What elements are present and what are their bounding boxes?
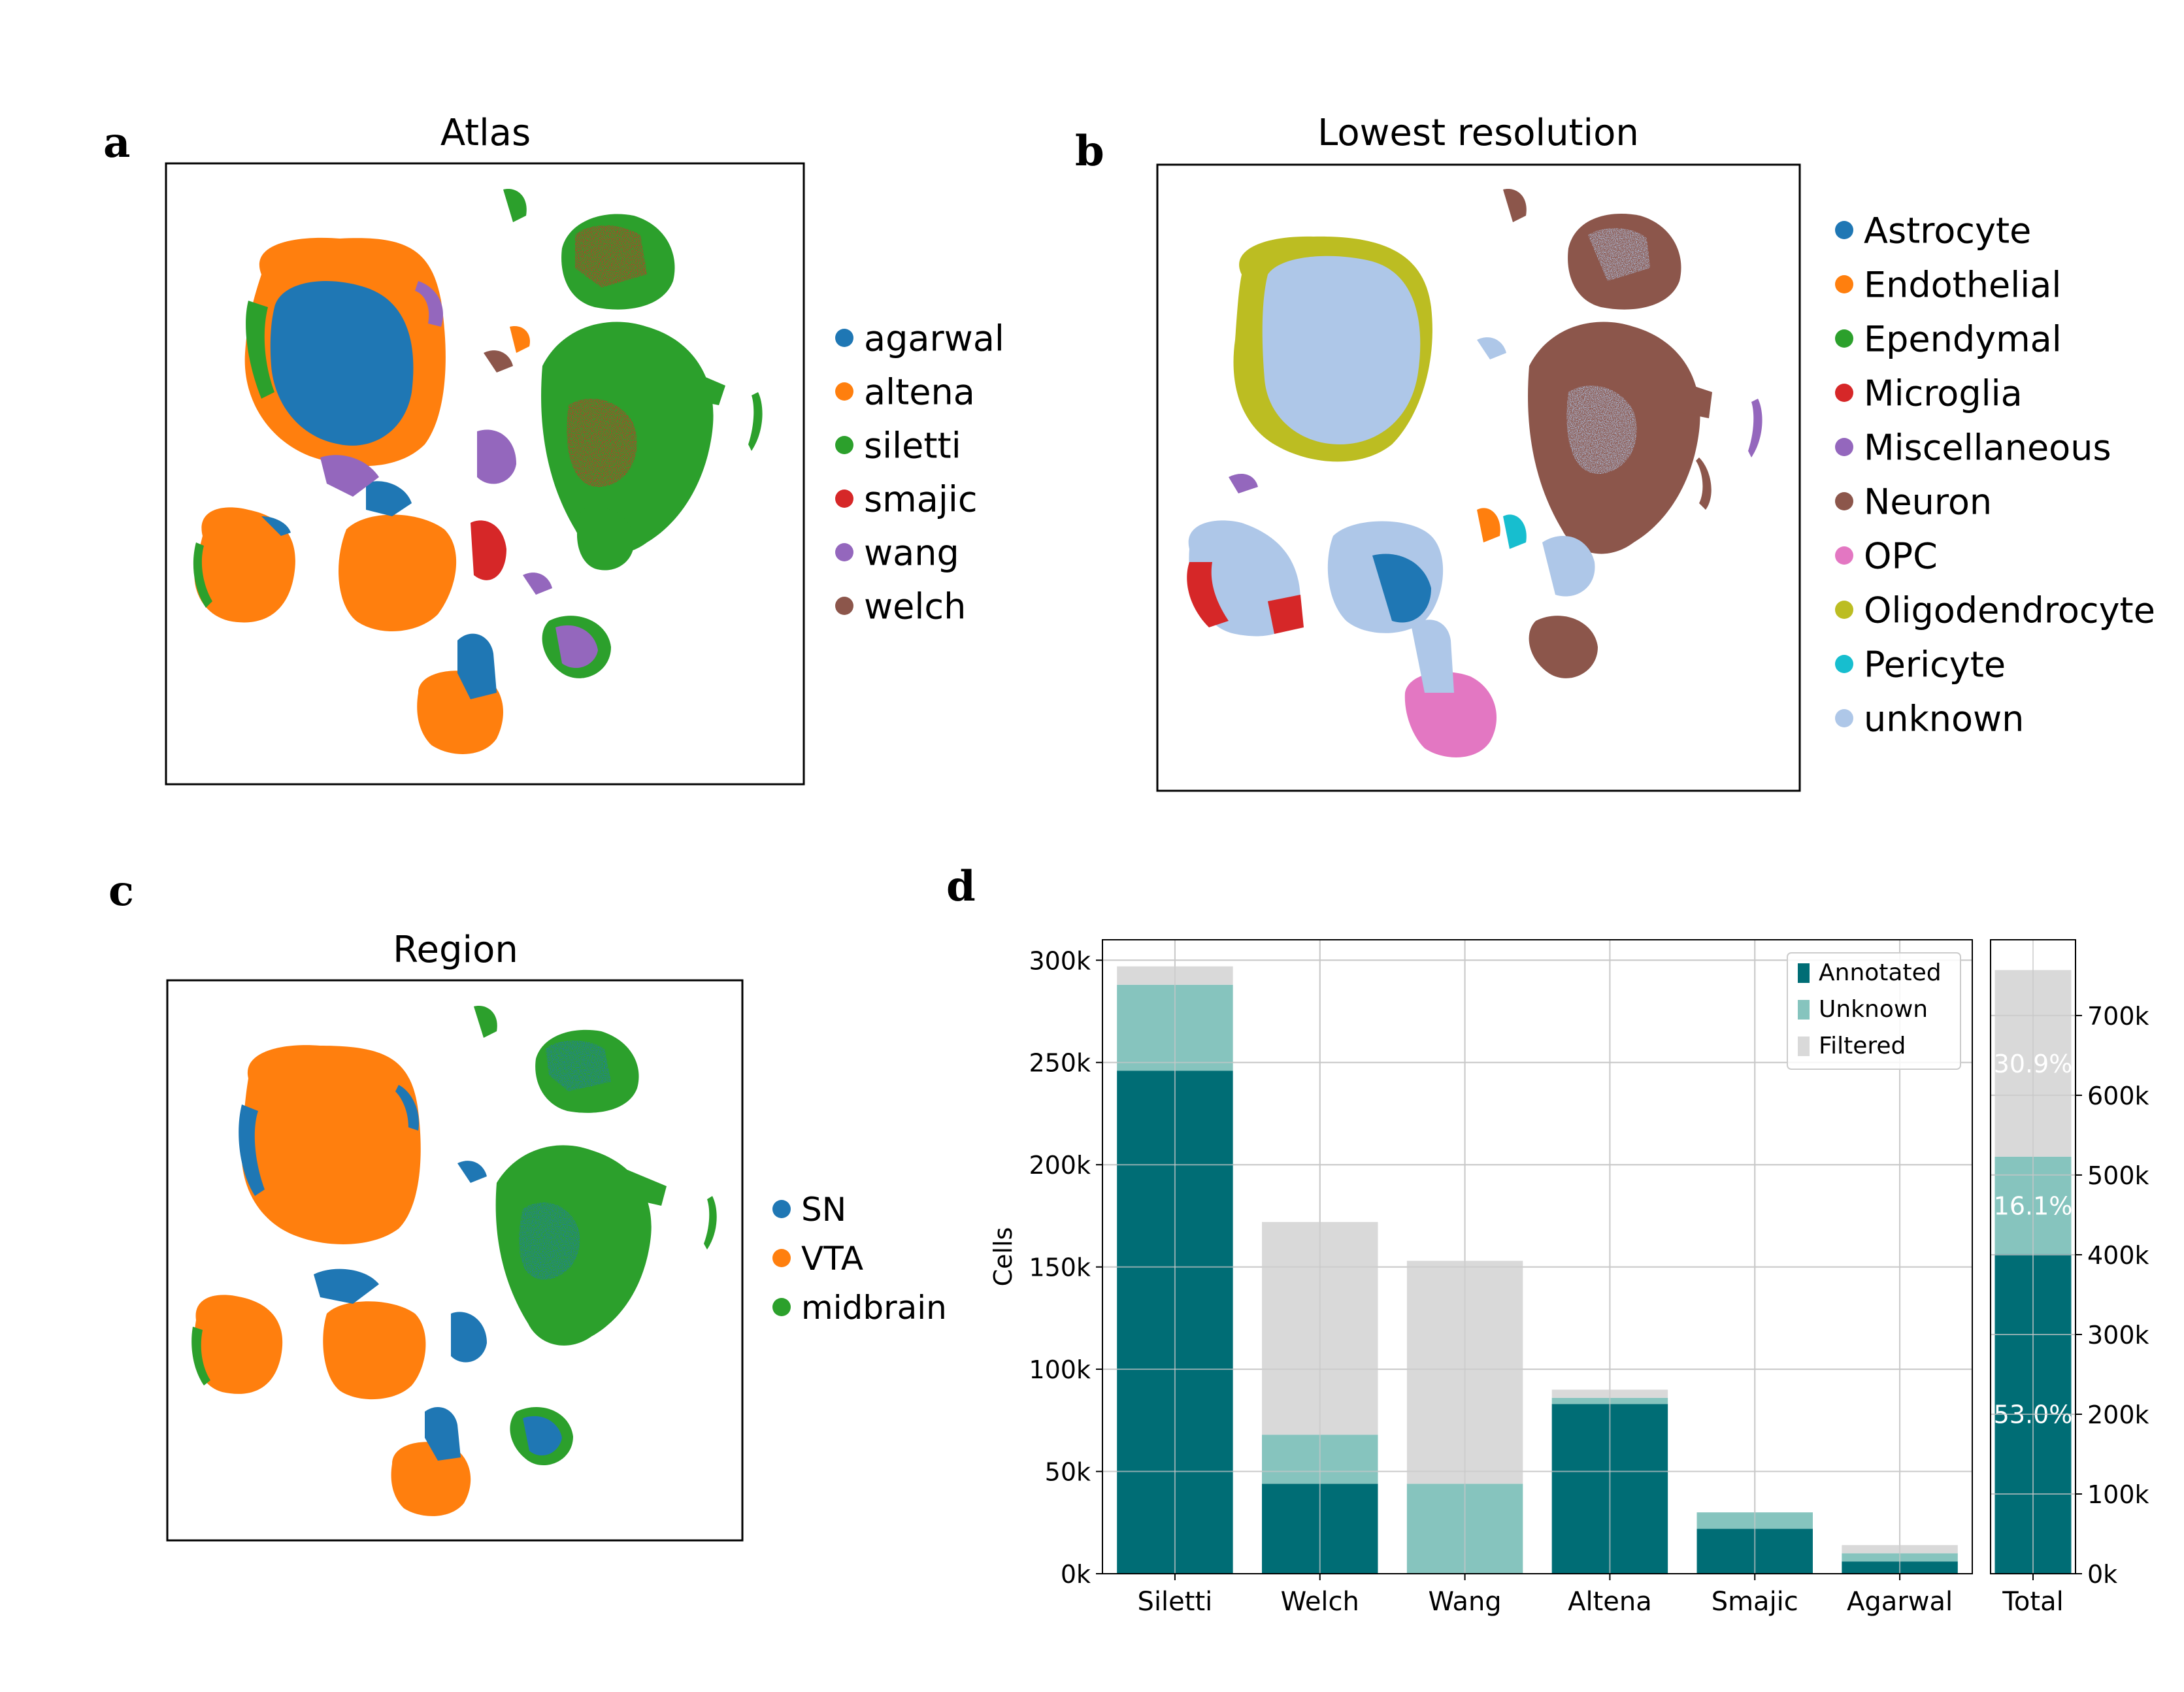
- legend-label: welch: [864, 586, 966, 627]
- legend-box: [1787, 952, 1961, 1070]
- ytick-label: 200k: [1029, 1151, 1091, 1180]
- legend-marker: [1835, 438, 1853, 456]
- legend-label: wang: [864, 532, 959, 573]
- legend-label: Annotated: [1819, 959, 1942, 986]
- legend-label: Miscellaneous: [1864, 427, 2111, 468]
- plot-frame: [1102, 939, 1973, 1574]
- panel-c-umap: [191, 1006, 717, 1516]
- legend-marker: [1835, 275, 1853, 293]
- ytick-label: 300k: [1029, 946, 1091, 975]
- panel-b-title: Lowest resolution: [1317, 112, 1639, 154]
- legend-marker: [1835, 384, 1853, 402]
- panel-d-letter: d: [946, 862, 976, 911]
- legend-marker: [835, 329, 853, 347]
- xtick-label: Smajic: [1712, 1587, 1798, 1617]
- legend-label: Unknown: [1819, 996, 1928, 1023]
- panel-b-letter: b: [1075, 127, 1104, 176]
- xtick-label: Altena: [1568, 1587, 1652, 1617]
- legend-marker: [1835, 329, 1853, 348]
- legend-label: Neuron: [1864, 481, 1992, 522]
- legend-marker: [772, 1200, 791, 1218]
- legend-label: smajic: [864, 478, 978, 520]
- ytick-label: 300k: [2087, 1321, 2149, 1350]
- panel-c-legend: SN VTA midbrain: [772, 1191, 947, 1327]
- legend-marker: [1835, 601, 1853, 619]
- legend-marker: [835, 489, 853, 508]
- ytick-label: 400k: [2087, 1241, 2149, 1270]
- panel-a-umap: [193, 189, 763, 754]
- ytick-label: 700k: [2087, 1002, 2149, 1031]
- legend-marker: [835, 382, 853, 401]
- legend-label: SN: [801, 1191, 846, 1229]
- ytick-label: 0k: [2087, 1560, 2117, 1589]
- ytick-label: 500k: [2087, 1161, 2149, 1190]
- legend-label: agarwal: [864, 318, 1004, 359]
- panel-c-title: Region: [393, 929, 518, 971]
- panel-a-letter: a: [103, 118, 130, 167]
- legend-label: midbrain: [801, 1289, 947, 1327]
- y-axis-label: Cells: [989, 1227, 1018, 1287]
- panel-b-legend: Astrocyte Endothelial Ependymal Microglia Mi…: [1835, 210, 2155, 739]
- ytick-label: 600k: [2087, 1082, 2149, 1110]
- legend-label: siletti: [864, 425, 961, 466]
- legend-label: Endothelial: [1864, 264, 2061, 305]
- legend-swatch: [1798, 1037, 1810, 1056]
- panel-a-legend: agarwal altena siletti smajic wang welch: [835, 318, 1004, 627]
- xtick-label: Welch: [1281, 1587, 1359, 1617]
- legend-marker: [772, 1249, 791, 1267]
- ytick-label: 50k: [1045, 1458, 1091, 1487]
- xtick-label: Wang: [1428, 1587, 1501, 1617]
- legend-marker: [835, 436, 853, 454]
- legend-swatch: [1798, 963, 1810, 983]
- xtick-label: Total: [2002, 1587, 2063, 1617]
- legend-label: Astrocyte: [1864, 210, 2031, 251]
- legend-label: Filtered: [1819, 1033, 1906, 1059]
- legend-label: altena: [864, 371, 975, 412]
- xtick-label: Agarwal: [1847, 1587, 1953, 1617]
- legend-marker: [1835, 546, 1853, 565]
- ytick-label: 250k: [1029, 1049, 1091, 1078]
- panel-c: c Region SN VTA midbrain: [108, 867, 947, 1542]
- ytick-label: 200k: [2087, 1401, 2149, 1429]
- bar-chart-total: 53.0%16.1%30.9%0k100k200k300k400k500k600…: [1990, 939, 2149, 1617]
- legend-label: Pericyte: [1864, 644, 2006, 685]
- legend-label: Ependymal: [1864, 318, 2062, 359]
- ytick-label: 0k: [1061, 1560, 1091, 1589]
- legend-label: Microglia: [1864, 373, 2023, 414]
- legend-marker: [835, 543, 853, 561]
- legend-label: Oligodendrocyte: [1864, 589, 2155, 631]
- legend-marker: [772, 1298, 791, 1316]
- panel-a: a Atlas: [103, 112, 1004, 786]
- panel-b: b Lowest resolution: [1075, 112, 2155, 792]
- panel-b-umap: [1187, 189, 1762, 757]
- ytick-label: 100k: [1029, 1355, 1091, 1384]
- bar-chart-main: 0k 50k 100k 150k 200k 250k 300k Siletti Welch Wan…: [989, 939, 1973, 1617]
- legend-label: VTA: [801, 1240, 863, 1278]
- legend-marker: [1835, 492, 1853, 510]
- legend-label: OPC: [1864, 535, 1938, 576]
- legend-label: unknown: [1864, 698, 2024, 739]
- legend-marker: [1835, 655, 1853, 673]
- legend-swatch: [1798, 1000, 1810, 1020]
- panel-d: d 0k 50k 100k 150k 200k 250k 300k Siletti Welch W…: [946, 862, 2149, 1617]
- ytick-label: 150k: [1029, 1253, 1091, 1282]
- legend-marker: [835, 597, 853, 615]
- xtick-label: Siletti: [1138, 1587, 1213, 1617]
- legend-marker: [1835, 221, 1853, 239]
- ytick-label: 100k: [2087, 1480, 2149, 1509]
- legend-marker: [1835, 709, 1853, 727]
- panel-c-letter: c: [108, 867, 134, 916]
- panel-a-title: Atlas: [440, 112, 531, 154]
